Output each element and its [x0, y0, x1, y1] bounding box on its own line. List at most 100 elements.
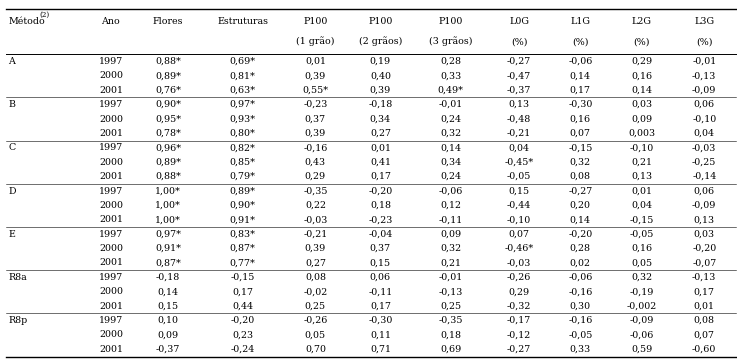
Text: -0,44: -0,44 [507, 201, 531, 210]
Text: 0,25: 0,25 [440, 302, 461, 311]
Text: 1997: 1997 [99, 57, 123, 66]
Text: 0,14: 0,14 [570, 71, 591, 80]
Text: 2001: 2001 [99, 258, 123, 268]
Text: (%): (%) [696, 37, 713, 46]
Text: -0,37: -0,37 [507, 86, 531, 95]
Text: 0,40: 0,40 [370, 71, 391, 80]
Text: Flores: Flores [153, 17, 184, 26]
Text: 0,91*: 0,91* [155, 244, 181, 253]
Text: P100: P100 [439, 17, 463, 26]
Text: 0,07: 0,07 [694, 331, 715, 340]
Text: 0,91*: 0,91* [230, 215, 256, 224]
Text: -0,09: -0,09 [692, 201, 716, 210]
Text: 0,87*: 0,87* [230, 244, 256, 253]
Text: -0,03: -0,03 [692, 143, 716, 152]
Text: 0,30: 0,30 [570, 302, 591, 311]
Text: 0,90*: 0,90* [230, 201, 256, 210]
Text: 2001: 2001 [99, 86, 123, 95]
Text: 0,04: 0,04 [694, 129, 715, 138]
Text: 0,15: 0,15 [509, 186, 530, 195]
Text: 0,39: 0,39 [305, 129, 326, 138]
Text: 0,01: 0,01 [370, 143, 391, 152]
Text: -0,02: -0,02 [304, 287, 327, 296]
Text: E: E [8, 230, 15, 239]
Text: 2001: 2001 [99, 215, 123, 224]
Text: 0,06: 0,06 [694, 186, 715, 195]
Text: 0,12: 0,12 [441, 201, 461, 210]
Text: 0,24: 0,24 [441, 114, 461, 123]
Text: -0,26: -0,26 [303, 316, 328, 325]
Text: -0,21: -0,21 [507, 129, 531, 138]
Text: -0,25: -0,25 [692, 158, 716, 167]
Text: -0,10: -0,10 [629, 143, 654, 152]
Text: 0,29: 0,29 [305, 172, 326, 181]
Text: 0,33: 0,33 [570, 345, 591, 354]
Text: (%): (%) [572, 37, 589, 46]
Text: 0,89*: 0,89* [230, 186, 256, 195]
Text: -0,15: -0,15 [629, 215, 654, 224]
Text: 0,37: 0,37 [305, 114, 326, 123]
Text: -0,26: -0,26 [507, 273, 531, 282]
Text: 0,17: 0,17 [232, 287, 253, 296]
Text: 0,29: 0,29 [509, 287, 530, 296]
Text: 0,59: 0,59 [631, 345, 652, 354]
Text: 0,79*: 0,79* [230, 172, 256, 181]
Text: 1997: 1997 [99, 186, 123, 195]
Text: 0,76*: 0,76* [155, 86, 181, 95]
Text: 0,83*: 0,83* [230, 230, 256, 239]
Text: 2001: 2001 [99, 302, 123, 311]
Text: -0,10: -0,10 [507, 215, 531, 224]
Text: 0,08: 0,08 [694, 316, 715, 325]
Text: 1997: 1997 [99, 100, 123, 109]
Text: 1997: 1997 [99, 273, 123, 282]
Text: R8a: R8a [8, 273, 27, 282]
Text: L1G: L1G [570, 17, 590, 26]
Text: 0,09: 0,09 [158, 331, 178, 340]
Text: 0,08: 0,08 [570, 172, 591, 181]
Text: 1997: 1997 [99, 230, 123, 239]
Text: 0,95*: 0,95* [155, 114, 181, 123]
Text: 0,63*: 0,63* [230, 86, 256, 95]
Text: L2G: L2G [632, 17, 652, 26]
Text: Estruturas: Estruturas [217, 17, 268, 26]
Text: -0,20: -0,20 [231, 316, 255, 325]
Text: 0,14: 0,14 [441, 143, 461, 152]
Text: -0,18: -0,18 [368, 100, 393, 109]
Text: D: D [8, 186, 15, 195]
Text: 2001: 2001 [99, 345, 123, 354]
Text: -0,19: -0,19 [629, 287, 654, 296]
Text: -0,01: -0,01 [439, 273, 463, 282]
Text: 2001: 2001 [99, 172, 123, 181]
Text: 0,17: 0,17 [570, 86, 591, 95]
Text: 0,34: 0,34 [370, 114, 391, 123]
Text: 0,97*: 0,97* [230, 100, 256, 109]
Text: -0,05: -0,05 [568, 331, 593, 340]
Text: 0,78*: 0,78* [155, 129, 181, 138]
Text: (%): (%) [511, 37, 527, 46]
Text: -0,04: -0,04 [368, 230, 393, 239]
Text: 0,13: 0,13 [509, 100, 530, 109]
Text: 0,21: 0,21 [631, 158, 652, 167]
Text: 0,11: 0,11 [370, 331, 391, 340]
Text: 0,85*: 0,85* [230, 158, 256, 167]
Text: 0,02: 0,02 [570, 258, 591, 268]
Text: -0,60: -0,60 [692, 345, 716, 354]
Text: 2001: 2001 [99, 129, 123, 138]
Text: -0,30: -0,30 [368, 316, 393, 325]
Text: 0,33: 0,33 [440, 71, 461, 80]
Text: C: C [8, 143, 15, 152]
Text: -0,06: -0,06 [568, 57, 593, 66]
Text: 0,69: 0,69 [440, 345, 461, 354]
Text: 0,77*: 0,77* [230, 258, 256, 268]
Text: R8p: R8p [8, 316, 27, 325]
Text: 0,29: 0,29 [631, 57, 652, 66]
Text: -0,06: -0,06 [568, 273, 593, 282]
Text: -0,18: -0,18 [156, 273, 180, 282]
Text: -0,14: -0,14 [692, 172, 716, 181]
Text: 0,09: 0,09 [631, 114, 652, 123]
Text: B: B [8, 100, 15, 109]
Text: 0,21: 0,21 [441, 258, 461, 268]
Text: 1997: 1997 [99, 316, 123, 325]
Text: -0,21: -0,21 [304, 230, 327, 239]
Text: -0,12: -0,12 [507, 331, 531, 340]
